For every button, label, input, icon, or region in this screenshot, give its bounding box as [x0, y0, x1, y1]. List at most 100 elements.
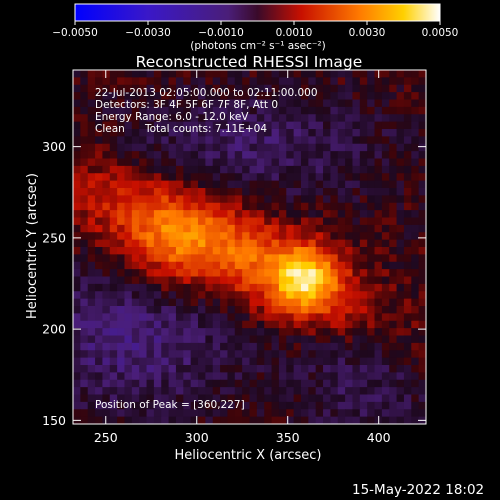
heatmap-cell	[198, 232, 206, 241]
heatmap-cell	[190, 202, 199, 211]
heatmap-cell	[168, 365, 177, 373]
heatmap-cell	[153, 409, 162, 418]
heatmap-cell	[403, 416, 412, 424]
heatmap-cell	[183, 254, 192, 263]
heatmap-cell	[131, 365, 140, 373]
heatmap-cell	[87, 306, 96, 314]
heatmap-cell	[367, 328, 376, 337]
heatmap-cell	[234, 77, 243, 86]
heatmap-cell	[146, 342, 155, 351]
heatmap-cell	[308, 224, 317, 233]
heatmap-cell	[278, 409, 287, 418]
heatmap-cell	[403, 335, 412, 344]
heatmap-cell	[293, 357, 302, 366]
heatmap-cell	[242, 202, 251, 211]
heatmap-cell	[418, 342, 426, 351]
heatmap-cell	[352, 188, 361, 196]
heatmap-cell	[131, 401, 140, 410]
heatmap-cell	[117, 261, 126, 270]
heatmap-cell	[168, 291, 177, 300]
heatmap-cell	[389, 180, 398, 189]
heatmap-cell	[345, 283, 354, 292]
heatmap-cell	[264, 77, 273, 86]
heatmap-cell	[242, 401, 251, 410]
heatmap-cell	[220, 335, 229, 344]
heatmap-cell	[161, 202, 170, 211]
heatmap-cell	[278, 232, 287, 241]
heatmap-cell	[131, 143, 140, 152]
heatmap-cell	[352, 401, 361, 410]
heatmap-cell	[396, 232, 405, 241]
heatmap-cell	[352, 291, 361, 300]
heatmap-cell	[131, 254, 140, 263]
heatmap-cell	[139, 158, 148, 167]
heatmap-cell	[308, 180, 317, 189]
heatmap-cell	[73, 387, 81, 396]
heatmap-cell	[374, 114, 383, 123]
heatmap-cell	[117, 232, 126, 241]
heatmap-cell	[183, 158, 192, 167]
heatmap-cell	[109, 394, 118, 403]
heatmap-cell	[367, 129, 376, 137]
heatmap-cell	[308, 165, 317, 174]
heatmap-cell	[168, 342, 177, 351]
heatmap-cell	[308, 151, 317, 160]
heatmap-cell	[124, 269, 133, 278]
heatmap-cell	[190, 372, 199, 381]
heatmap-cell	[411, 173, 420, 182]
heatmap-cell	[190, 342, 199, 351]
heatmap-cell	[198, 195, 206, 204]
heatmap-cell	[374, 151, 383, 160]
heatmap-cell	[242, 306, 251, 314]
heatmap-cell	[264, 387, 273, 396]
heatmap-cell	[389, 276, 398, 285]
heatmap-cell	[168, 416, 177, 424]
heatmap-cell	[168, 99, 177, 108]
heatmap-cell	[418, 217, 426, 226]
heatmap-cell	[198, 394, 206, 403]
heatmap-cell	[73, 335, 81, 344]
heatmap-cell	[286, 217, 295, 226]
heatmap-cell	[367, 387, 376, 396]
heatmap-cell	[389, 247, 398, 255]
heatmap-cell	[117, 365, 126, 373]
heatmap-cell	[117, 121, 126, 130]
heatmap-cell	[256, 210, 265, 219]
heatmap-cell	[367, 158, 376, 167]
heatmap-cell	[293, 342, 302, 351]
heatmap-cell	[175, 254, 184, 263]
heatmap-cell	[139, 306, 148, 314]
heatmap-cell	[264, 195, 273, 204]
heatmap-cell	[73, 276, 81, 285]
heatmap-cell	[153, 180, 162, 189]
heatmap-cell	[271, 254, 280, 263]
heatmap-cell	[352, 365, 361, 373]
heatmap-cell	[345, 342, 354, 351]
heatmap-cell	[153, 291, 162, 300]
heatmap-cell	[411, 379, 420, 388]
heatmap-cell	[131, 121, 140, 130]
heatmap-cell	[337, 247, 346, 255]
heatmap-cell	[403, 136, 412, 145]
heatmap-cell	[168, 276, 177, 285]
heatmap-cell	[381, 136, 390, 145]
heatmap-cell	[411, 165, 420, 174]
heatmap-cell	[411, 239, 420, 248]
heatmap-cell	[109, 114, 118, 123]
heatmap-cell	[234, 114, 243, 123]
heatmap-cell	[234, 84, 243, 93]
heatmap-cell	[271, 173, 280, 182]
heatmap-cell	[315, 269, 324, 278]
heatmap-cell	[198, 158, 206, 167]
heatmap-cell	[271, 239, 280, 248]
heatmap-cell	[278, 335, 287, 344]
heatmap-cell	[80, 188, 89, 196]
heatmap-cell	[168, 247, 177, 255]
heatmap-cell	[242, 387, 251, 396]
heatmap-cell	[271, 247, 280, 255]
heatmap-cell	[95, 350, 104, 359]
heatmap-cell	[286, 320, 295, 329]
heatmap-cell	[286, 210, 295, 219]
heatmap-cell	[256, 350, 265, 359]
heatmap-cell	[271, 210, 280, 219]
